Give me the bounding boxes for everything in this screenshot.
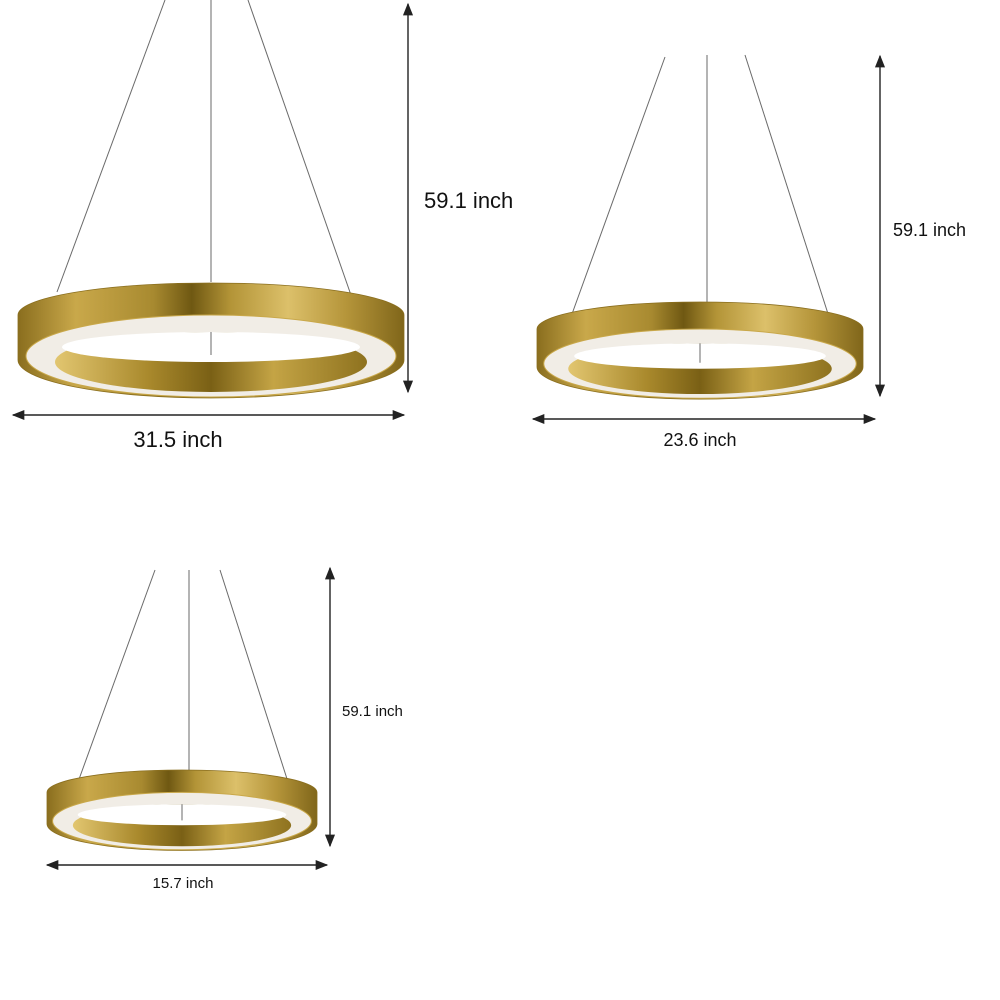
height-label-medium: 59.1 inch [893,220,966,240]
suspension-wire [219,569,289,783]
width-label-medium: 23.6 inch [663,430,736,450]
width-label-large: 31.5 inch [133,427,222,452]
suspension-wire [744,54,831,321]
height-label-large: 59.1 inch [424,188,513,213]
pendant-medium [536,54,864,400]
width-label-small: 15.7 inch [153,875,214,892]
height-label-small: 59.1 inch [342,703,403,720]
suspension-wire [247,0,353,299]
pendant-large [17,0,405,399]
suspension-wire [77,569,156,783]
pendant-small [46,569,318,851]
suspension-wire [56,0,166,293]
suspension-wire [571,56,666,315]
